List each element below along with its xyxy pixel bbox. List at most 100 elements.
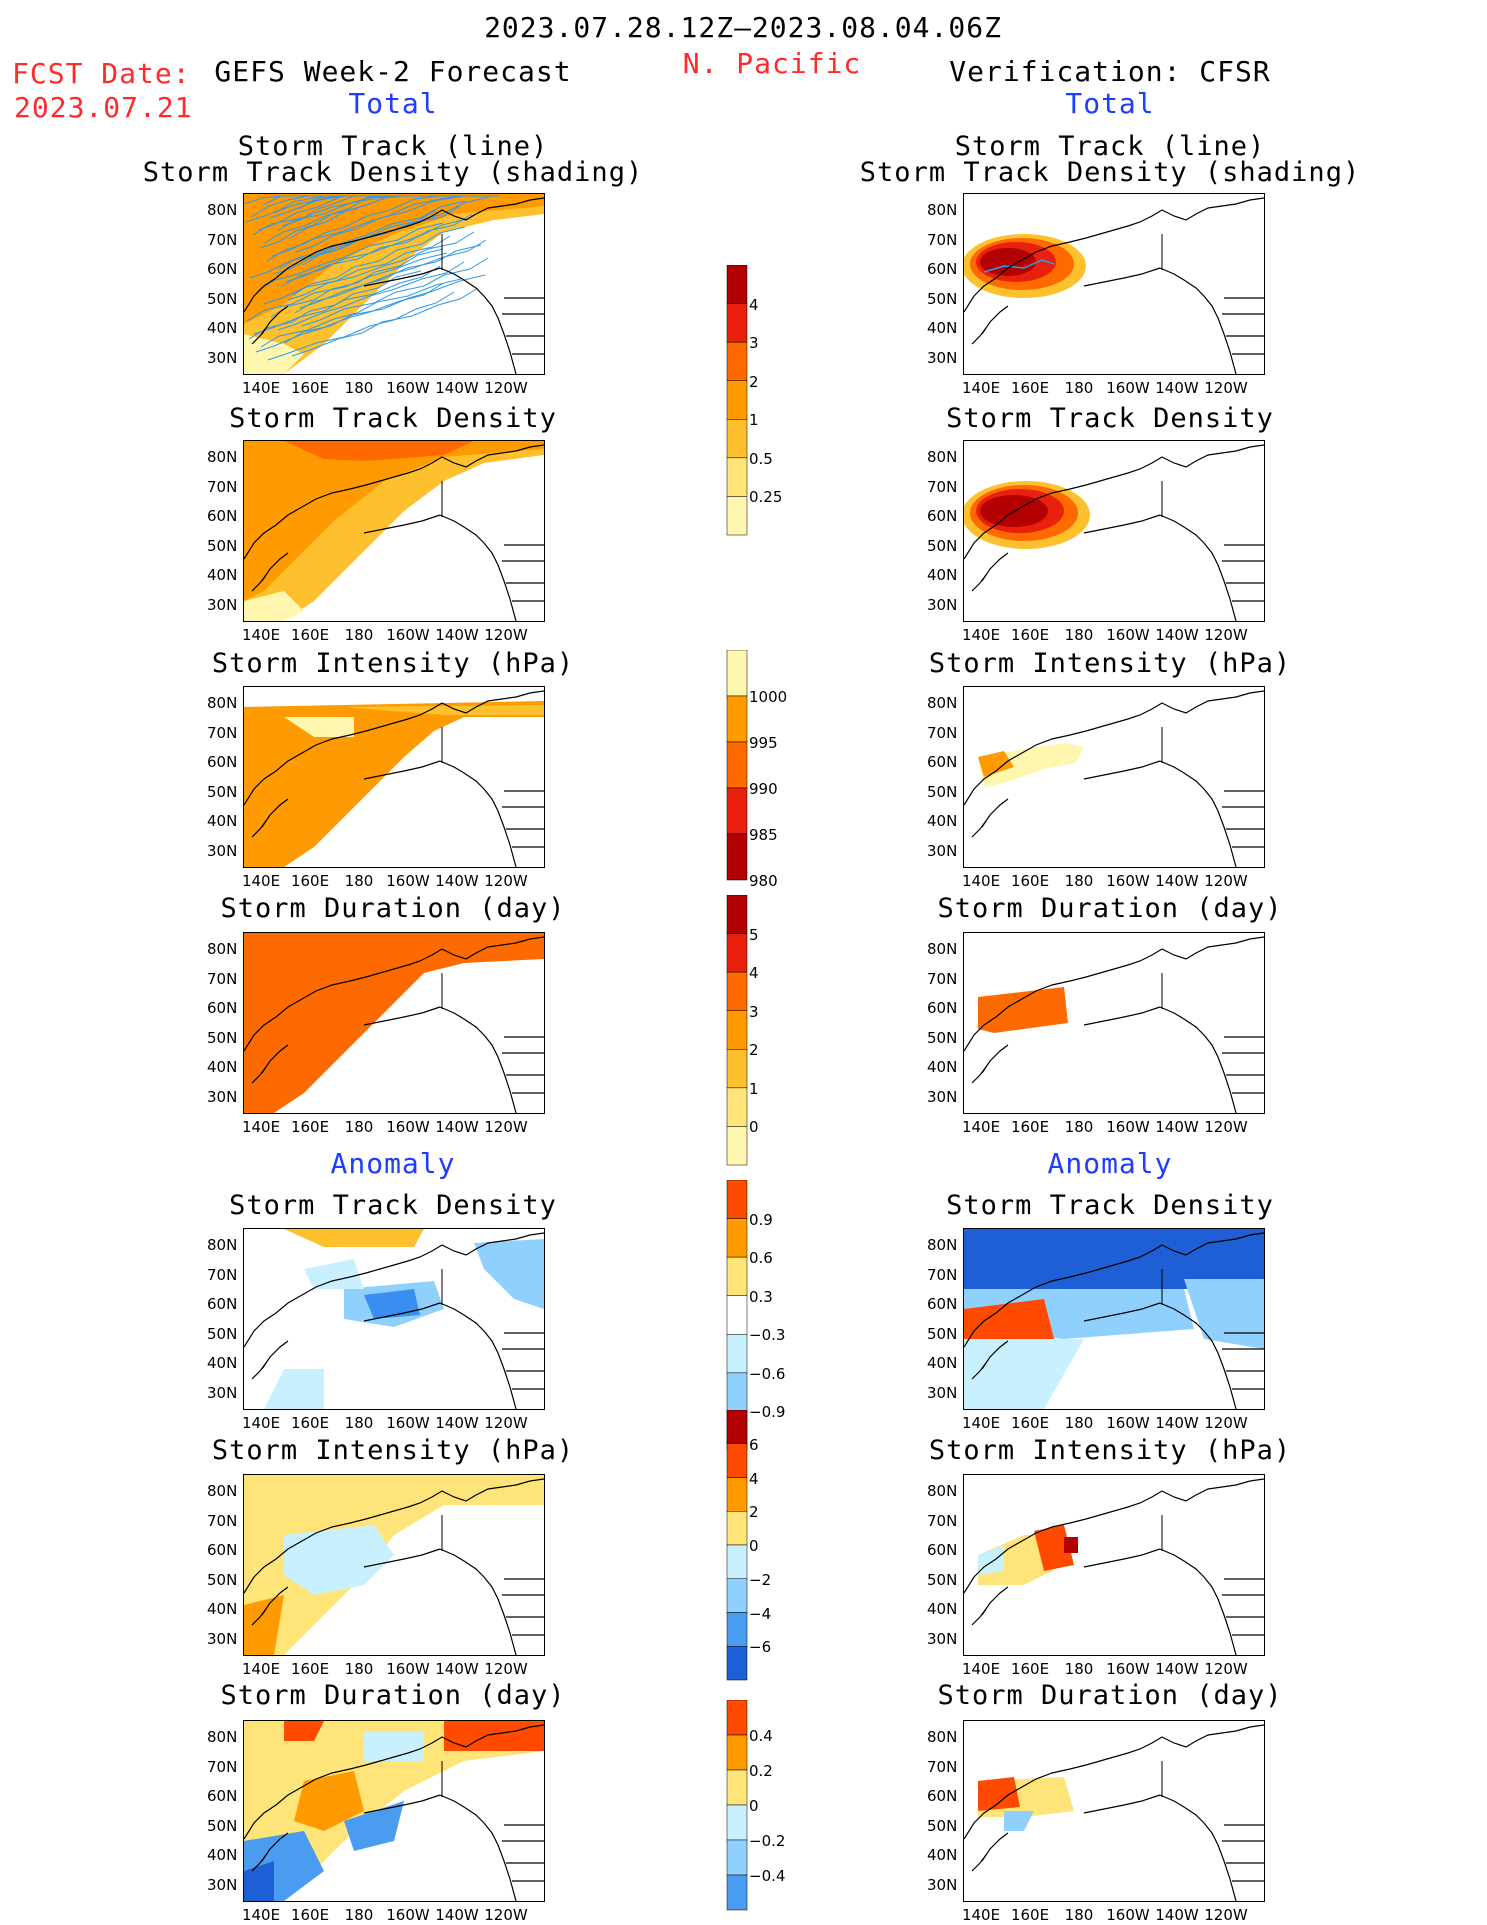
lon-tick-label: 180 [344, 872, 374, 890]
lat-tick-label: 80N [927, 694, 958, 712]
colorbar-segment [726, 787, 748, 835]
colorbar-segment [726, 1839, 748, 1876]
lon-tick-label: 120W [1204, 1906, 1248, 1924]
lon-tick-label: 180 [344, 1660, 374, 1678]
lon-tick-label: 140E [241, 379, 281, 397]
colorbar-tick-label: 980 [749, 872, 778, 890]
lat-tick-label: 40N [927, 1846, 958, 1864]
storm-track-line [284, 274, 486, 344]
lat-tick-label: 40N [927, 812, 958, 830]
coastline [244, 444, 544, 621]
coastline [964, 1232, 1264, 1409]
lat-tick-label: 50N [927, 782, 958, 801]
lat-tick-label: 80N [927, 1728, 958, 1746]
lon-tick-label: 160E [290, 626, 330, 644]
lat-tick-label: 60N [207, 999, 238, 1017]
total-label-forecast: Total [348, 87, 438, 120]
colorbar-tick-label: 1 [749, 411, 759, 430]
lat-tick-label: 70N [207, 723, 238, 742]
lat-tick-label: 50N [927, 1816, 958, 1835]
colorbar-tick-label: 0.5 [749, 449, 773, 468]
lon-tick-label: 160E [290, 1118, 330, 1136]
map-panel-forecast-0 [243, 193, 545, 375]
lon-tick-label: 120W [1204, 1660, 1248, 1678]
lon-tick-label: 120W [484, 1414, 528, 1432]
storm-track-line [270, 248, 444, 318]
colorbar-tick-label: −0.9 [749, 1403, 786, 1422]
field-map [244, 441, 544, 621]
field-contour [244, 701, 544, 867]
field-contour [364, 1731, 424, 1761]
lon-tick-label: 120W [484, 1660, 528, 1678]
colorbar-segment [726, 695, 748, 743]
field-contour [284, 1525, 394, 1595]
field-contour [444, 1721, 544, 1751]
colorbar-tick-label: 0 [749, 1537, 759, 1555]
lat-tick-label: 40N [927, 1058, 958, 1076]
lon-tick-label: 140E [961, 1660, 1001, 1678]
lon-tick-label: 160W [386, 1660, 430, 1678]
lon-tick-label: 180 [344, 626, 374, 644]
field-contour [1004, 1811, 1034, 1831]
storm-track-line [249, 209, 437, 279]
storm-track-line [291, 287, 479, 357]
field-contour [244, 441, 544, 601]
field-contour [964, 1339, 1084, 1409]
lat-tick-label: 70N [927, 969, 958, 988]
lon-tick-label: 120W [484, 872, 528, 890]
colorbar-segment [726, 265, 748, 304]
map-panel-verification-0 [963, 193, 1265, 375]
lat-tick-label: 60N [207, 1787, 238, 1805]
coastline [964, 197, 1264, 374]
total-label-verification: Total [1065, 87, 1155, 120]
map-panel-verification-3 [963, 932, 1265, 1114]
lon-tick-label: 140W [435, 379, 479, 397]
lat-tick-label: 60N [927, 260, 958, 278]
lon-tick-label: 140W [435, 1414, 479, 1432]
lat-tick-label: 70N [207, 477, 238, 496]
lat-tick-label: 80N [927, 201, 958, 219]
panel-title-f-duration-anom: Storm Duration (day) [220, 1680, 566, 1711]
lon-tick-label: 160E [1010, 626, 1050, 644]
lon-tick-label: 160W [386, 872, 430, 890]
coastline [964, 444, 1264, 621]
colorbar-segment [726, 1769, 748, 1806]
colorbar-tick-label: 995 [749, 734, 778, 752]
lat-tick-label: 40N [207, 566, 238, 584]
field-contour [244, 1475, 544, 1655]
lat-tick-label: 50N [207, 289, 238, 308]
field-contour [344, 705, 544, 715]
colorbar-segment [726, 1734, 748, 1771]
lat-tick-label: 30N [207, 348, 238, 367]
colorbar-tick-label: 4 [749, 1469, 759, 1488]
field-map [964, 444, 1264, 621]
lat-tick-label: 30N [207, 1629, 238, 1648]
colorbar-segment [726, 496, 748, 536]
lon-tick-label: 160W [1106, 872, 1150, 890]
colorbar-segment [726, 833, 748, 881]
field-contour [244, 194, 544, 324]
colorbar-duration [726, 895, 748, 1166]
storm-track-line [280, 218, 468, 288]
map-panel-verification-1 [963, 440, 1265, 622]
lon-tick-label: 140W [435, 626, 479, 644]
colorbar-tick-label: 990 [749, 780, 778, 798]
colorbar-segment [726, 1087, 748, 1127]
colorbar-segment [726, 1700, 748, 1736]
lon-tick-label: 140W [1155, 1660, 1199, 1678]
colorbar-segment [726, 1646, 748, 1681]
field-map [964, 936, 1264, 1113]
colorbar-duration_anom [726, 1700, 748, 1911]
coastline [964, 1478, 1264, 1655]
colorbar-tick-label: −6 [749, 1638, 772, 1657]
colorbar-segment [726, 1410, 748, 1444]
field-contour [294, 1771, 364, 1831]
map-panel-verification-2 [963, 686, 1265, 868]
lon-tick-label: 140W [1155, 872, 1199, 890]
colorbar-tick-label: 0 [749, 1118, 759, 1137]
lon-tick-label: 140W [1155, 1414, 1199, 1432]
colorbar-tick-label: 4 [749, 964, 759, 983]
lon-tick-label: 160W [1106, 1906, 1150, 1924]
lat-tick-label: 50N [207, 1816, 238, 1835]
colorbar-segment [726, 1218, 748, 1258]
